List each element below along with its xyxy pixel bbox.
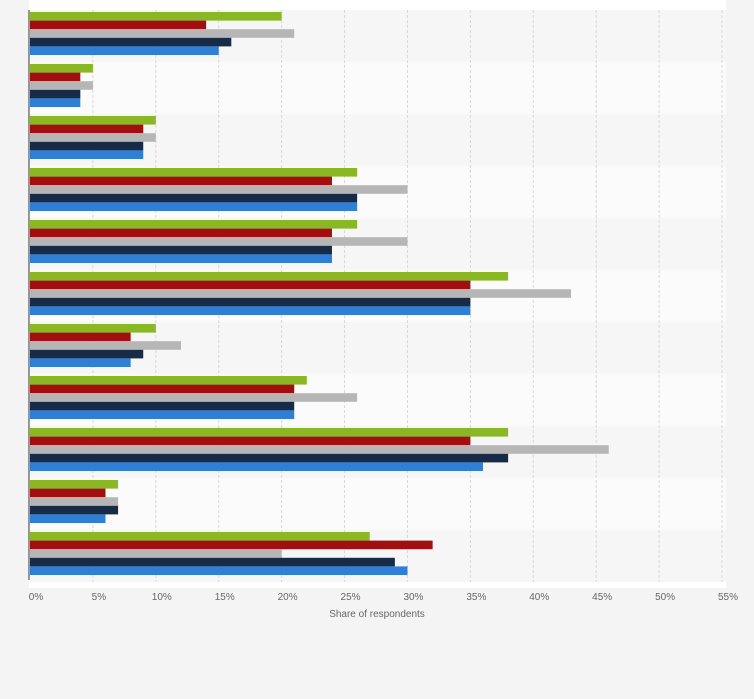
bar[interactable]	[30, 549, 282, 558]
bar[interactable]	[30, 532, 370, 541]
x-tick-label: 15%	[215, 592, 235, 603]
bar[interactable]	[30, 116, 156, 125]
bar[interactable]	[30, 393, 358, 402]
bar[interactable]	[30, 150, 144, 159]
bar[interactable]	[30, 566, 408, 575]
bar[interactable]	[30, 505, 119, 515]
bar[interactable]	[30, 64, 93, 73]
bar[interactable]	[30, 193, 358, 203]
bar[interactable]	[30, 237, 408, 246]
bar[interactable]	[30, 428, 509, 437]
bar[interactable]	[30, 254, 332, 263]
bar[interactable]	[30, 324, 156, 333]
bar[interactable]	[30, 401, 295, 411]
bar[interactable]	[30, 540, 433, 550]
bar[interactable]	[30, 384, 295, 394]
bar[interactable]	[30, 410, 295, 419]
bar[interactable]	[30, 376, 307, 385]
bar[interactable]	[30, 436, 471, 446]
bar[interactable]	[30, 81, 93, 90]
bar[interactable]	[30, 349, 144, 359]
bar[interactable]	[30, 341, 181, 350]
bar[interactable]	[30, 89, 81, 99]
x-tick-label: 20%	[278, 592, 298, 603]
bar[interactable]	[30, 176, 332, 186]
bar[interactable]	[30, 488, 106, 498]
x-tick-label: 35%	[466, 592, 486, 603]
x-tick-label: 30%	[403, 592, 423, 603]
bar[interactable]	[30, 332, 131, 342]
bar[interactable]	[30, 514, 106, 523]
bar[interactable]	[30, 228, 332, 238]
row-band	[30, 478, 726, 530]
x-tick-label: 55%	[718, 592, 738, 603]
bar[interactable]	[30, 306, 471, 315]
bar[interactable]	[30, 453, 509, 463]
x-tick-label: 50%	[655, 592, 675, 603]
bar[interactable]	[30, 272, 509, 281]
bar[interactable]	[30, 289, 572, 298]
x-tick-label: 45%	[592, 592, 612, 603]
bar[interactable]	[30, 37, 232, 47]
bar[interactable]	[30, 557, 395, 567]
bar[interactable]	[30, 480, 119, 489]
x-axis-title: Share of respondents	[329, 609, 425, 620]
x-tick-label: 10%	[152, 592, 172, 603]
bar[interactable]	[30, 445, 609, 454]
bar[interactable]	[30, 12, 282, 21]
x-tick-label: 0%	[29, 592, 44, 603]
row-band	[30, 62, 726, 114]
bar[interactable]	[30, 245, 332, 255]
bar[interactable]	[30, 497, 119, 506]
bar[interactable]	[30, 133, 156, 142]
bar[interactable]	[30, 462, 483, 471]
bar[interactable]	[30, 29, 295, 38]
bar[interactable]	[30, 98, 81, 107]
bar[interactable]	[30, 358, 131, 367]
bar[interactable]	[30, 141, 144, 151]
x-tick-label: 40%	[529, 592, 549, 603]
bar[interactable]	[30, 72, 81, 82]
bar[interactable]	[30, 124, 144, 134]
bar[interactable]	[30, 297, 471, 307]
bar[interactable]	[30, 46, 219, 55]
bar[interactable]	[30, 185, 408, 194]
bar[interactable]	[30, 168, 358, 177]
x-tick-label: 25%	[341, 592, 361, 603]
x-tick-label: 5%	[92, 592, 107, 603]
bar[interactable]	[30, 20, 207, 30]
bar[interactable]	[30, 280, 471, 290]
bar[interactable]	[30, 220, 358, 229]
bar[interactable]	[30, 202, 358, 211]
